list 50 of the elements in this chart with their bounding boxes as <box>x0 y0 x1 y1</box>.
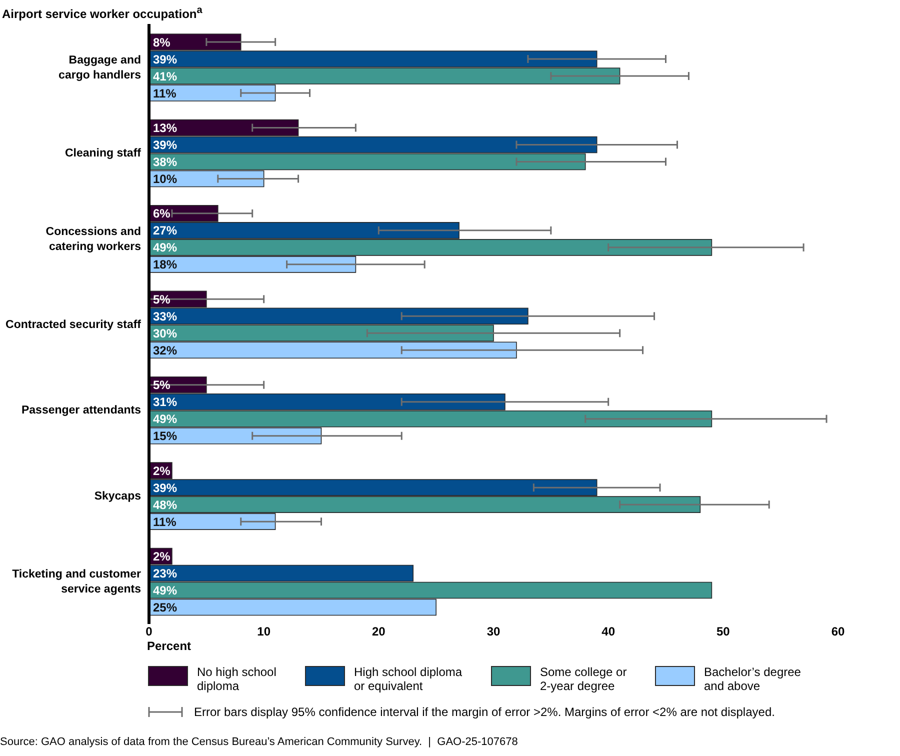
data-label: 39% <box>153 480 178 495</box>
data-label: 49% <box>153 412 178 426</box>
y-tick-label: Passenger attendants <box>21 404 141 417</box>
data-label: 48% <box>153 498 178 512</box>
legend-label: No high school diploma <box>197 665 278 693</box>
data-label: 39% <box>153 52 178 66</box>
data-label: 41% <box>153 69 178 84</box>
data-label: 10% <box>153 172 178 186</box>
y-tick-label: Contracted security staff <box>6 319 142 332</box>
x-tick-label: 30 <box>486 624 500 639</box>
data-label: 15% <box>153 429 178 444</box>
y-tick-label: Ticketing and customer service agents <box>12 568 142 596</box>
data-label: 18% <box>153 258 178 272</box>
data-label: 5% <box>153 378 171 392</box>
data-label: 6% <box>153 206 171 221</box>
data-label: 30% <box>153 326 178 340</box>
data-label: 13% <box>153 121 178 136</box>
x-tick-label: 60 <box>831 624 845 639</box>
y-tick-label: Baggage and cargo handlers <box>58 54 141 82</box>
x-axis-title: Percent <box>147 639 192 653</box>
data-label: 33% <box>153 309 178 324</box>
data-label: 49% <box>153 584 178 598</box>
data-label: 11% <box>153 86 177 100</box>
data-label: 25% <box>153 600 178 615</box>
data-label: 23% <box>153 566 178 581</box>
x-tick-label: 20 <box>372 624 386 639</box>
y-tick-label: Concessions and catering workers <box>46 226 141 253</box>
y-axis-title: Airport service worker occupation$^{a}$ <box>2 5 202 21</box>
y-tick-label: Skycaps <box>94 490 141 502</box>
data-label: 32% <box>153 343 178 358</box>
text: Error bars display 95% confidence interval if the margin of error >2%. Margins of error <2% are not displayed. <box>194 705 775 719</box>
legend-label: High school diploma or equivalent <box>354 665 464 693</box>
data-label: 38% <box>153 155 178 170</box>
data-label: 27% <box>153 224 178 238</box>
data-label: 2% <box>153 464 171 478</box>
x-tick-label: 50 <box>716 624 730 639</box>
y-tick-label: Cleaning staff <box>64 148 142 160</box>
data-label: 8% <box>153 35 171 50</box>
data-label: 39% <box>153 138 178 152</box>
data-label: 2% <box>153 550 171 564</box>
data-label: 31% <box>153 395 178 410</box>
x-tick-label: 10 <box>257 624 271 639</box>
data-label: 5% <box>153 292 171 306</box>
legend-label: Some college or 2-year degree <box>540 665 628 693</box>
legend-label: Bachelor’s degree and above <box>704 665 802 693</box>
source-note: Source: GAO analysis of data from the Census Bureau’s American Community Survey. | GAO-25-107678 <box>0 736 518 748</box>
x-tick-label: 40 <box>602 624 616 639</box>
x-tick-label: 0 <box>146 624 153 639</box>
data-label: 49% <box>153 240 178 255</box>
data-label: 11% <box>153 514 177 529</box>
